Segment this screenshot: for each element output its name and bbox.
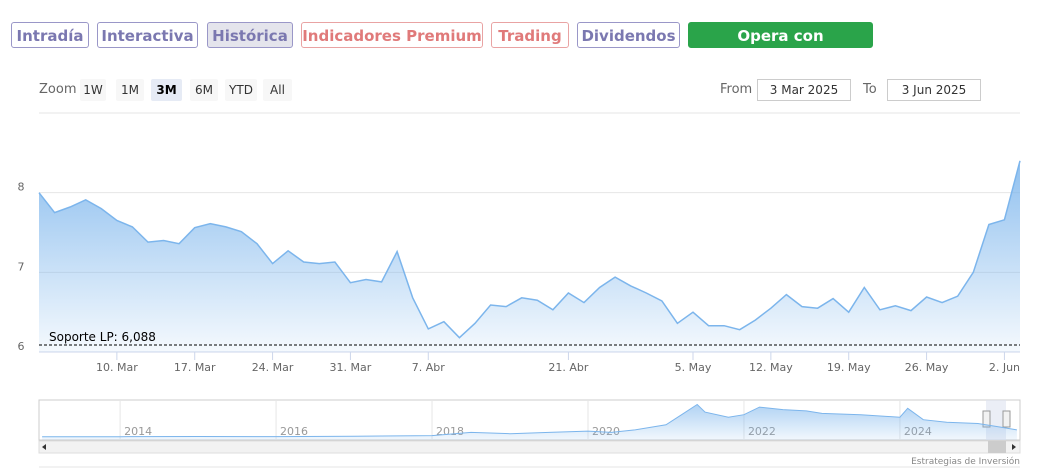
area [39, 160, 1020, 352]
zoom-label: Zoom [39, 82, 77, 97]
from-label: From [720, 82, 753, 97]
zoom-button[interactable]: All [263, 79, 292, 101]
tab[interactable]: Trading [491, 22, 569, 48]
zoom-button[interactable]: 1W [80, 79, 106, 101]
zoom-button[interactable]: 1M [116, 79, 144, 101]
zoom-button[interactable]: 3M [151, 79, 182, 101]
x-tick-label: 2. Jun [989, 361, 1020, 374]
navigator-tick-label: 2014 [124, 425, 152, 438]
zoom-button[interactable]: YTD [225, 79, 257, 101]
tab[interactable]: Opera con Freedom24 [688, 22, 873, 71]
x-tick-label: 12. May [749, 361, 793, 374]
tab[interactable]: Histórica [207, 22, 293, 48]
navigator-area [42, 404, 1017, 440]
line [38, 160, 1021, 339]
navigator-handle[interactable] [1002, 410, 1011, 428]
x-tick-label: 19. May [827, 361, 871, 374]
tab[interactable]: Dividendos [577, 22, 680, 48]
footer: Estrategias de Inversión [911, 456, 1020, 467]
from-input[interactable]: 3 Mar 2025 [757, 79, 851, 101]
x-tick-label: 5. May [675, 361, 712, 374]
support-label: Soporte LP: 6,088 [49, 330, 156, 344]
y-tick-label: 7 [18, 260, 25, 273]
x-tick-label: 7. Abr [412, 361, 445, 374]
x-tick-label: 10. Mar [96, 361, 138, 374]
x-tick-label: 24. Mar [252, 361, 294, 374]
tab[interactable]: Intradía [11, 22, 89, 48]
scrollbar-thumb[interactable] [988, 441, 1006, 453]
scrollbar[interactable] [38, 440, 1021, 454]
x-tick-label: 21. Abr [548, 361, 588, 374]
tab[interactable]: Indicadores Premium [301, 22, 483, 48]
x-tick-label: 17. Mar [174, 361, 216, 374]
navigator-tick-label: 2016 [280, 425, 308, 438]
to-label: To [863, 82, 877, 97]
y-tick-label: 8 [18, 181, 25, 194]
zoom-button[interactable]: 6M [190, 79, 218, 101]
x-tick-label: 31. Mar [330, 361, 372, 374]
navigator-line [42, 403, 1017, 438]
x-tick-label: 26. May [905, 361, 949, 374]
to-input[interactable]: 3 Jun 2025 [887, 79, 981, 101]
tab[interactable]: Interactiva [97, 22, 198, 48]
y-tick-label: 6 [18, 340, 25, 353]
